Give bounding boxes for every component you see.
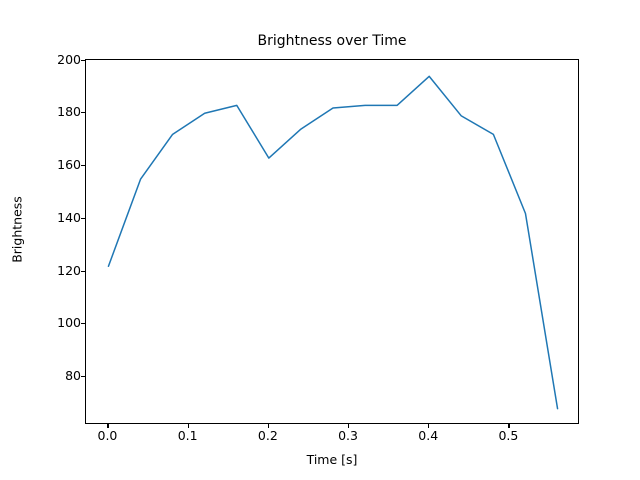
y-axis-tick-mark	[81, 376, 85, 378]
y-axis-tick-mark	[81, 112, 85, 114]
plot-area	[85, 59, 579, 424]
y-axis-tick-mark	[81, 59, 85, 61]
y-axis-tick-label: 180	[57, 104, 81, 120]
x-axis-tick-label: 0.0	[97, 428, 118, 443]
y-axis-tick-label: 160	[57, 157, 81, 173]
chart-title: Brightness over Time	[257, 33, 407, 49]
y-axis-tick-label: 140	[57, 209, 81, 225]
y-axis-tick-label: 80	[65, 368, 81, 383]
x-axis-tick-mark	[267, 424, 269, 428]
y-axis-tick-label: 120	[57, 262, 81, 278]
x-axis-tick-label: 0.5	[498, 428, 519, 443]
x-axis-tick-mark	[428, 424, 430, 428]
y-axis-tick-label: 200	[57, 51, 81, 67]
y-axis-tick-mark	[81, 217, 85, 219]
x-axis-tick-mark	[107, 424, 109, 428]
y-axis-tick-marks	[0, 59, 85, 424]
x-axis-tick-marks	[85, 424, 579, 430]
x-axis-tick-mark	[508, 424, 510, 428]
x-axis-tick-label: 0.4	[418, 428, 439, 443]
x-axis-label: Time [s]	[306, 452, 358, 467]
x-axis-tick-label: 0.3	[338, 428, 358, 443]
x-axis-tick-mark	[187, 424, 189, 428]
y-axis-tick-labels: 80 100 120 140 160 180 200	[24, 53, 81, 424]
brightness-line	[107, 75, 559, 410]
x-axis-tick-label: 0.1	[177, 428, 198, 443]
x-axis-tick-labels: 0.0 0.1 0.2 0.3 0.4 0.5	[85, 429, 579, 445]
y-axis-tick-mark	[81, 323, 85, 325]
x-axis-tick-label: 0.2	[257, 428, 278, 443]
line-series-svg	[107, 75, 559, 410]
y-axis-tick-label: 100	[57, 315, 81, 331]
y-axis-tick-mark	[81, 165, 85, 167]
x-axis-tick-mark	[348, 424, 350, 428]
y-axis-tick-mark	[81, 270, 85, 272]
